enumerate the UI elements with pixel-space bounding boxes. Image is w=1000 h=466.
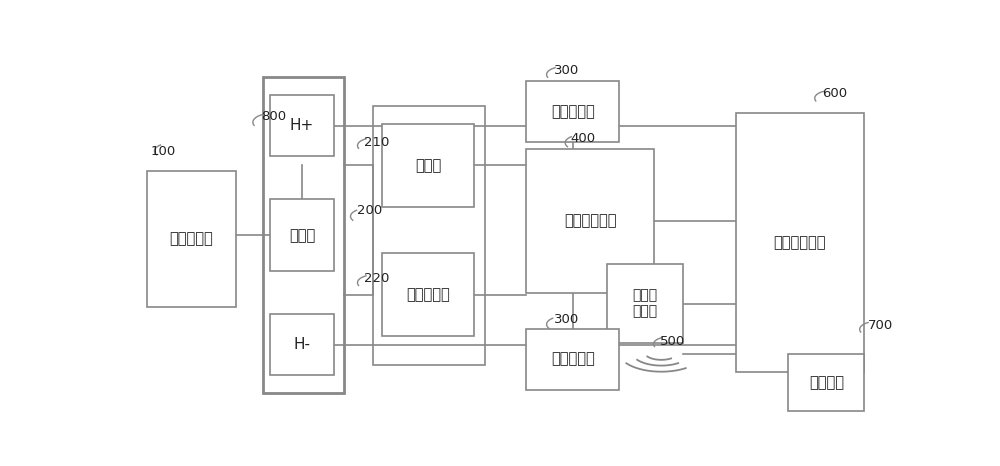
Text: 200: 200 xyxy=(358,204,383,217)
FancyBboxPatch shape xyxy=(270,199,334,271)
Text: 陀螺仪: 陀螺仪 xyxy=(415,158,441,173)
FancyBboxPatch shape xyxy=(526,149,654,293)
Text: 300: 300 xyxy=(554,64,579,77)
Text: 通讯器: 通讯器 xyxy=(289,228,315,243)
Text: 220: 220 xyxy=(364,272,389,285)
Text: 高压继电器: 高压继电器 xyxy=(551,352,595,367)
Text: 动力电池模组: 动力电池模组 xyxy=(773,235,826,250)
Text: H+: H+ xyxy=(290,118,314,133)
FancyBboxPatch shape xyxy=(147,171,236,307)
FancyBboxPatch shape xyxy=(382,254,474,336)
FancyBboxPatch shape xyxy=(526,81,619,142)
Text: 整车控制器: 整车控制器 xyxy=(169,232,213,247)
Text: 高压继电器: 高压继电器 xyxy=(551,104,595,119)
Text: 500: 500 xyxy=(660,335,685,348)
Text: 800: 800 xyxy=(261,110,287,123)
FancyBboxPatch shape xyxy=(382,124,474,206)
Text: H-: H- xyxy=(294,337,311,352)
FancyBboxPatch shape xyxy=(736,113,864,372)
FancyBboxPatch shape xyxy=(788,354,864,411)
FancyBboxPatch shape xyxy=(270,96,334,157)
Text: 无线通
信模块: 无线通 信模块 xyxy=(632,288,658,319)
Text: 600: 600 xyxy=(822,87,848,100)
Text: 700: 700 xyxy=(867,319,893,331)
FancyBboxPatch shape xyxy=(270,314,334,375)
Text: 重力传感器: 重力传感器 xyxy=(406,287,450,302)
Text: 移动终端: 移动终端 xyxy=(809,375,844,390)
Text: 100: 100 xyxy=(151,144,176,158)
FancyBboxPatch shape xyxy=(607,264,683,343)
Text: 300: 300 xyxy=(554,313,579,326)
Text: 210: 210 xyxy=(364,136,389,149)
FancyBboxPatch shape xyxy=(526,329,619,390)
Text: 电池管理系统: 电池管理系统 xyxy=(564,213,617,228)
Text: 400: 400 xyxy=(571,132,596,145)
